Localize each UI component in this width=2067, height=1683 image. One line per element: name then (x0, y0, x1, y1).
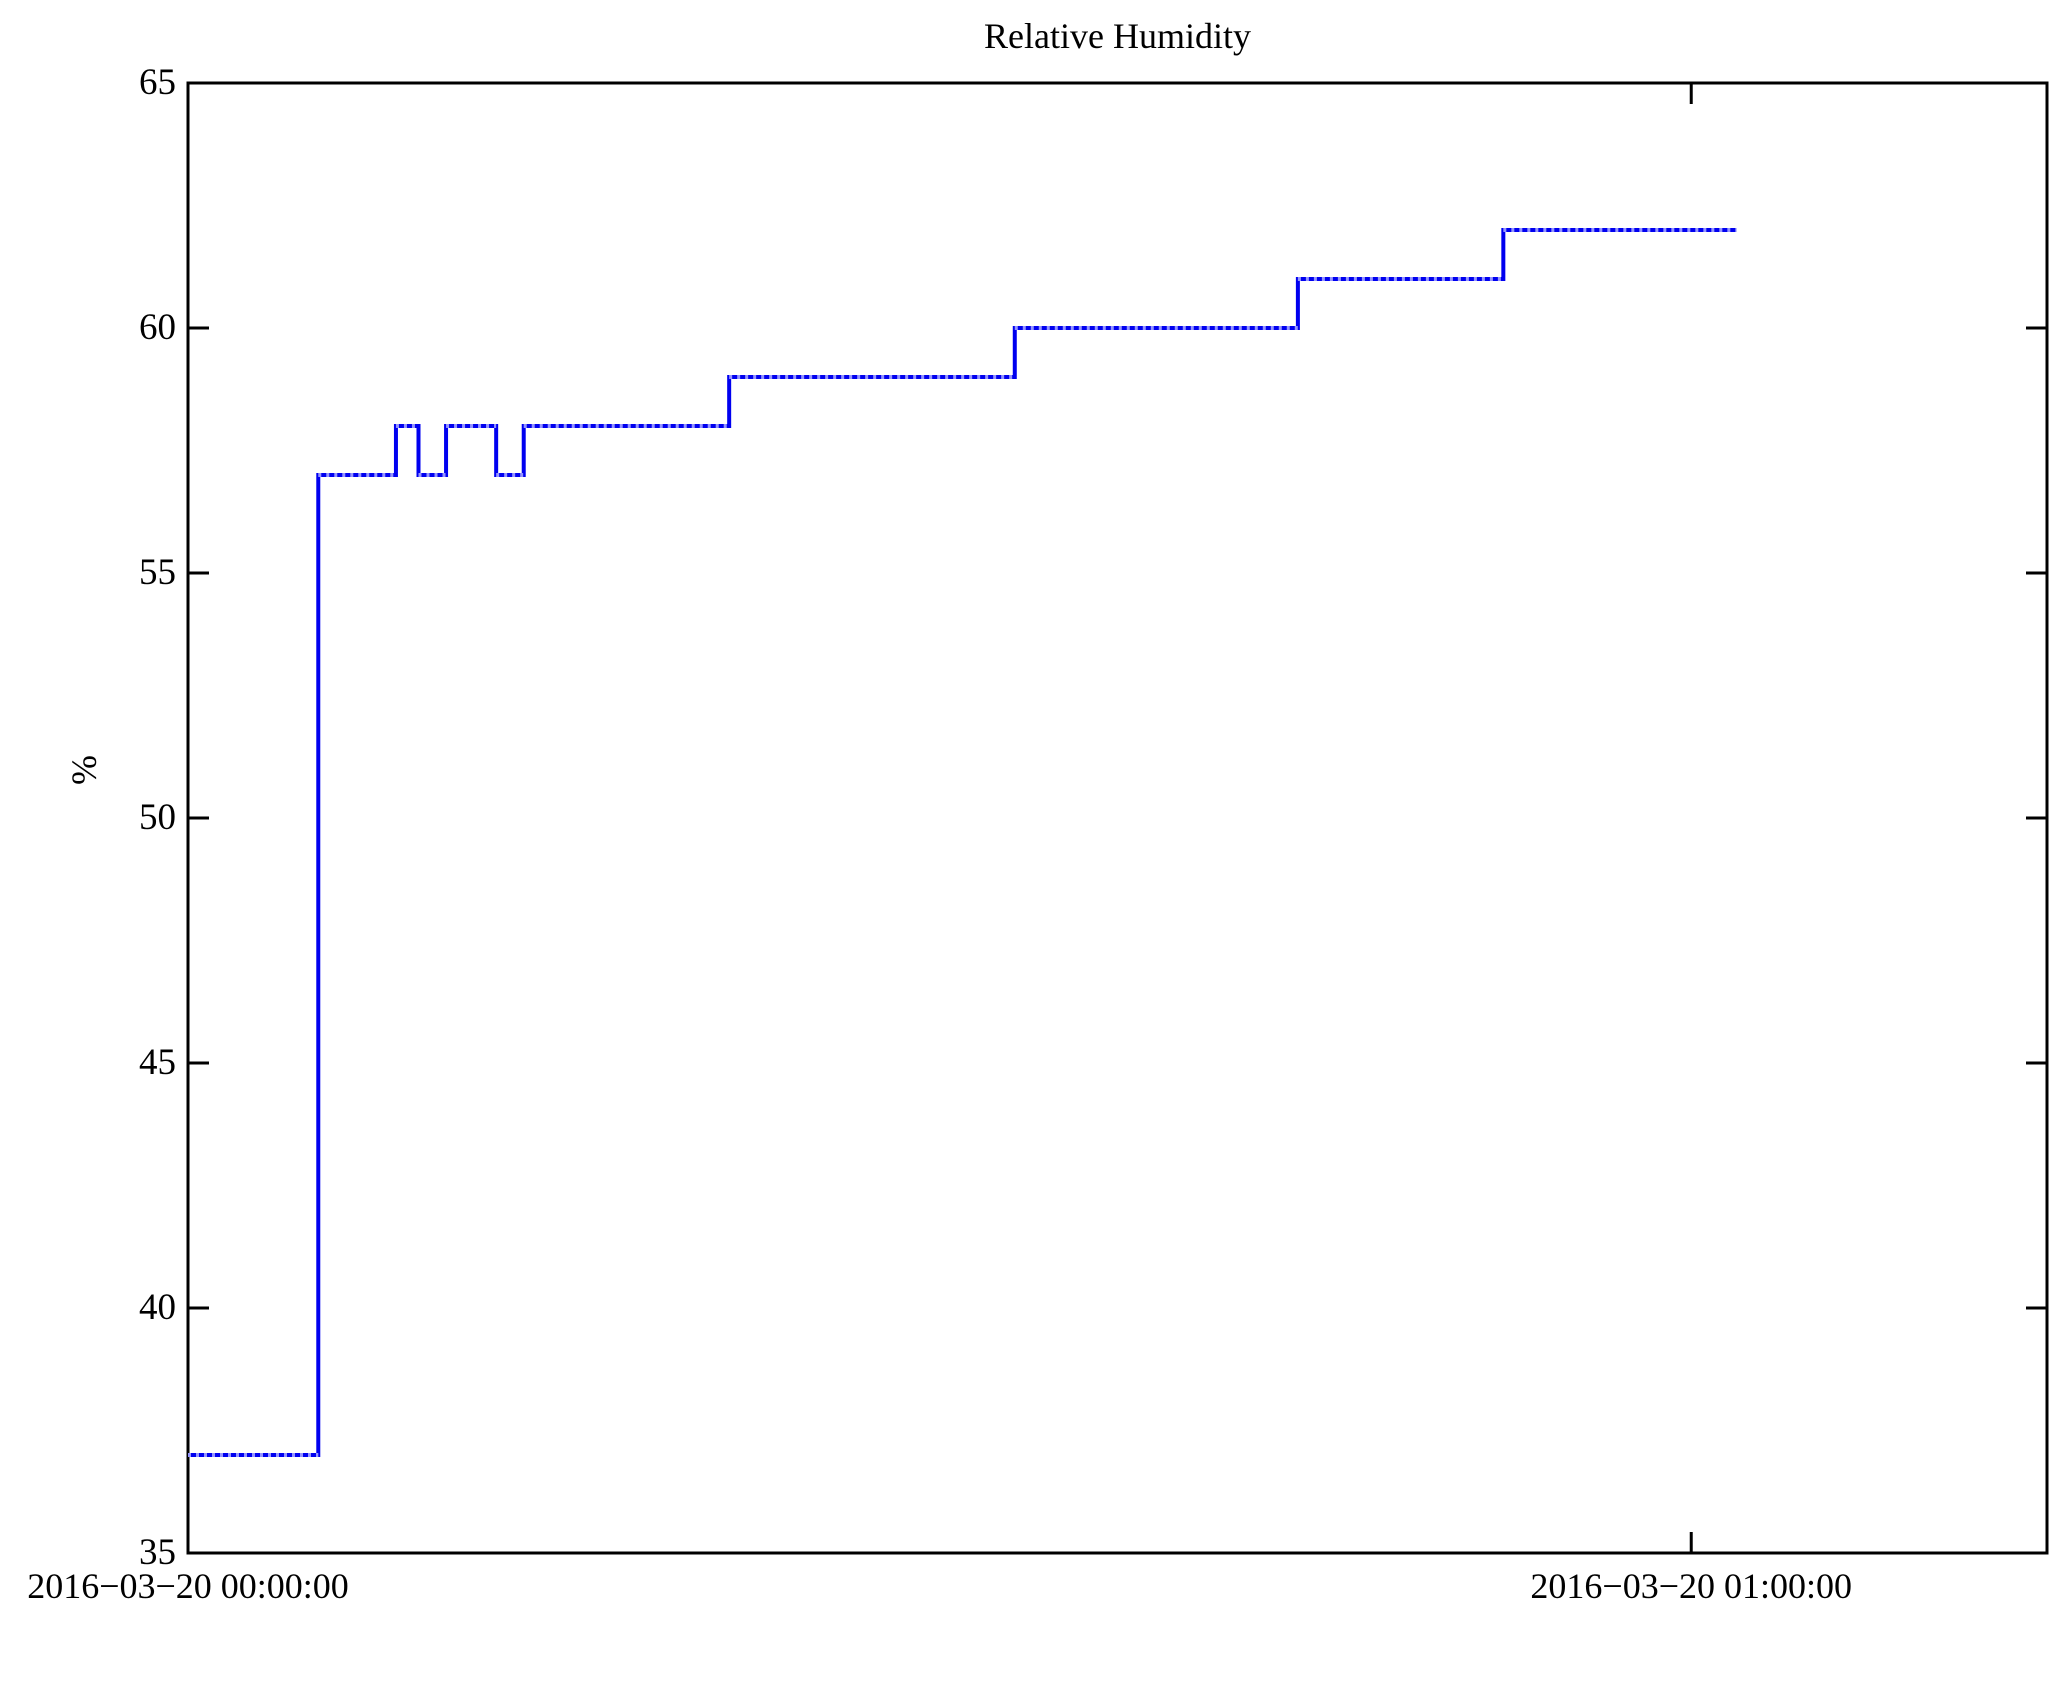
axes-box (186, 81, 2049, 1555)
y-tick-label: 55 (139, 552, 176, 593)
y-tick-label: 45 (139, 1042, 176, 1083)
y-tick-label: 35 (139, 1532, 176, 1573)
y-tick-label: 65 (139, 62, 176, 103)
x-tick-label: 2016−03−20 00:00:00 (27, 1566, 349, 1606)
humidity-series-line (188, 228, 1737, 1457)
y-tick-label: 60 (139, 307, 176, 348)
x-tick-label: 2016−03−20 01:00:00 (1530, 1566, 1853, 1606)
chart-title: Relative Humidity (984, 16, 1251, 56)
y-tick-label: 40 (139, 1287, 176, 1328)
y-tick-label: 50 (139, 797, 176, 838)
